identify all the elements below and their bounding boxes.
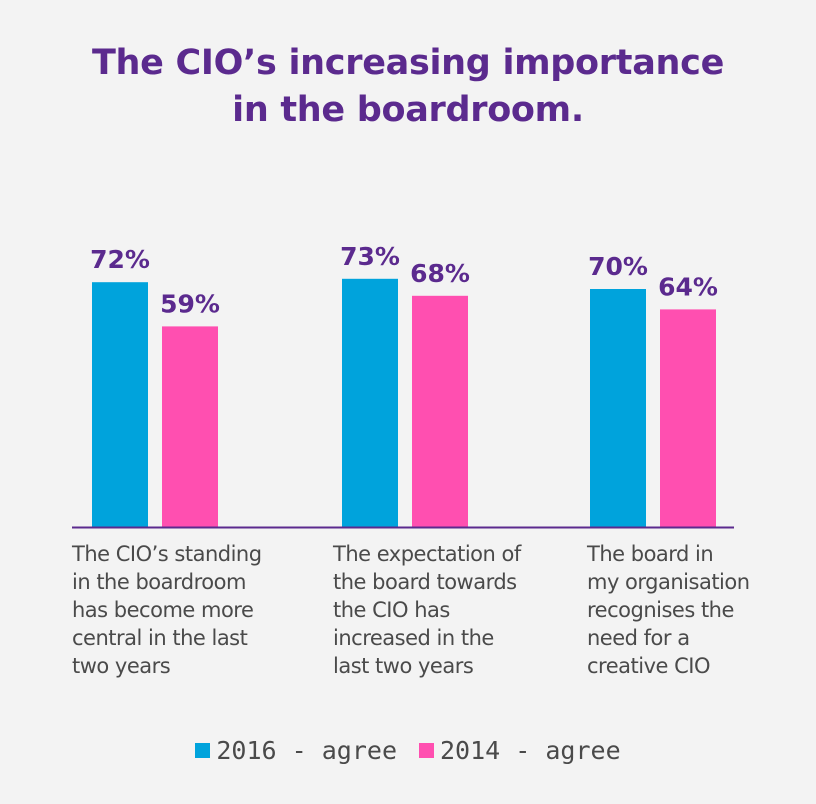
data-label-2016-category-3: 70%	[588, 252, 648, 281]
bar-2014-category-1	[162, 326, 218, 527]
category-label-line: creative CIO	[587, 654, 710, 678]
legend: 2016 - agree 2014 - agree	[0, 736, 816, 765]
category-label-line: the CIO has	[333, 598, 450, 622]
category-label-line: central in the last	[72, 626, 248, 650]
category-label-3: The board in my organisation recognises …	[587, 540, 807, 680]
legend-label-2014: 2014 - agree	[440, 736, 621, 765]
category-label-line: two years	[72, 654, 171, 678]
data-label-2014-category-2: 68%	[410, 259, 470, 288]
bar-2016-category-1	[92, 282, 148, 527]
bar-2014-category-3	[660, 309, 716, 527]
category-label-2: The expectation of the board towards the…	[333, 540, 553, 680]
data-label-2016-category-1: 72%	[90, 245, 150, 274]
category-label-line: The board in	[587, 542, 714, 566]
category-label-line: recognises the	[587, 598, 734, 622]
data-label-2014-category-3: 64%	[658, 272, 718, 301]
category-label-line: The expectation of	[333, 542, 521, 566]
chart-title-line-1: The CIO’s increasing importance	[91, 43, 725, 83]
category-label-line: the board towards	[333, 570, 517, 594]
data-label-2014-category-1: 59%	[160, 289, 220, 318]
bar-2016-category-3	[590, 289, 646, 527]
bar-2014-category-2	[412, 295, 468, 527]
chart-title-line-2: in the boardroom.	[232, 90, 584, 130]
bar-2016-category-2	[342, 278, 398, 527]
category-label-1: The CIO’s standing in the boardroom has …	[72, 540, 292, 680]
data-label-2016-category-2: 73%	[340, 242, 400, 271]
legend-item-2016: 2016 - agree	[195, 736, 397, 765]
category-label-line: has become more	[72, 598, 254, 622]
bar-chart-plot: 72% 73% 70% 59% 68% 64%	[72, 242, 734, 529]
legend-item-2014: 2014 - agree	[419, 736, 621, 765]
category-label-line: increased in the	[333, 626, 494, 650]
category-label-line: my organisation	[587, 570, 750, 594]
legend-swatch-2016	[195, 743, 211, 758]
legend-swatch-2014	[419, 743, 434, 758]
category-label-line: in the boardroom	[72, 570, 246, 594]
category-label-line: The CIO’s standing	[72, 542, 262, 566]
legend-label-2016: 2016 - agree	[216, 736, 397, 765]
category-label-line: last two years	[333, 654, 474, 678]
category-label-line: need for a	[587, 626, 690, 650]
